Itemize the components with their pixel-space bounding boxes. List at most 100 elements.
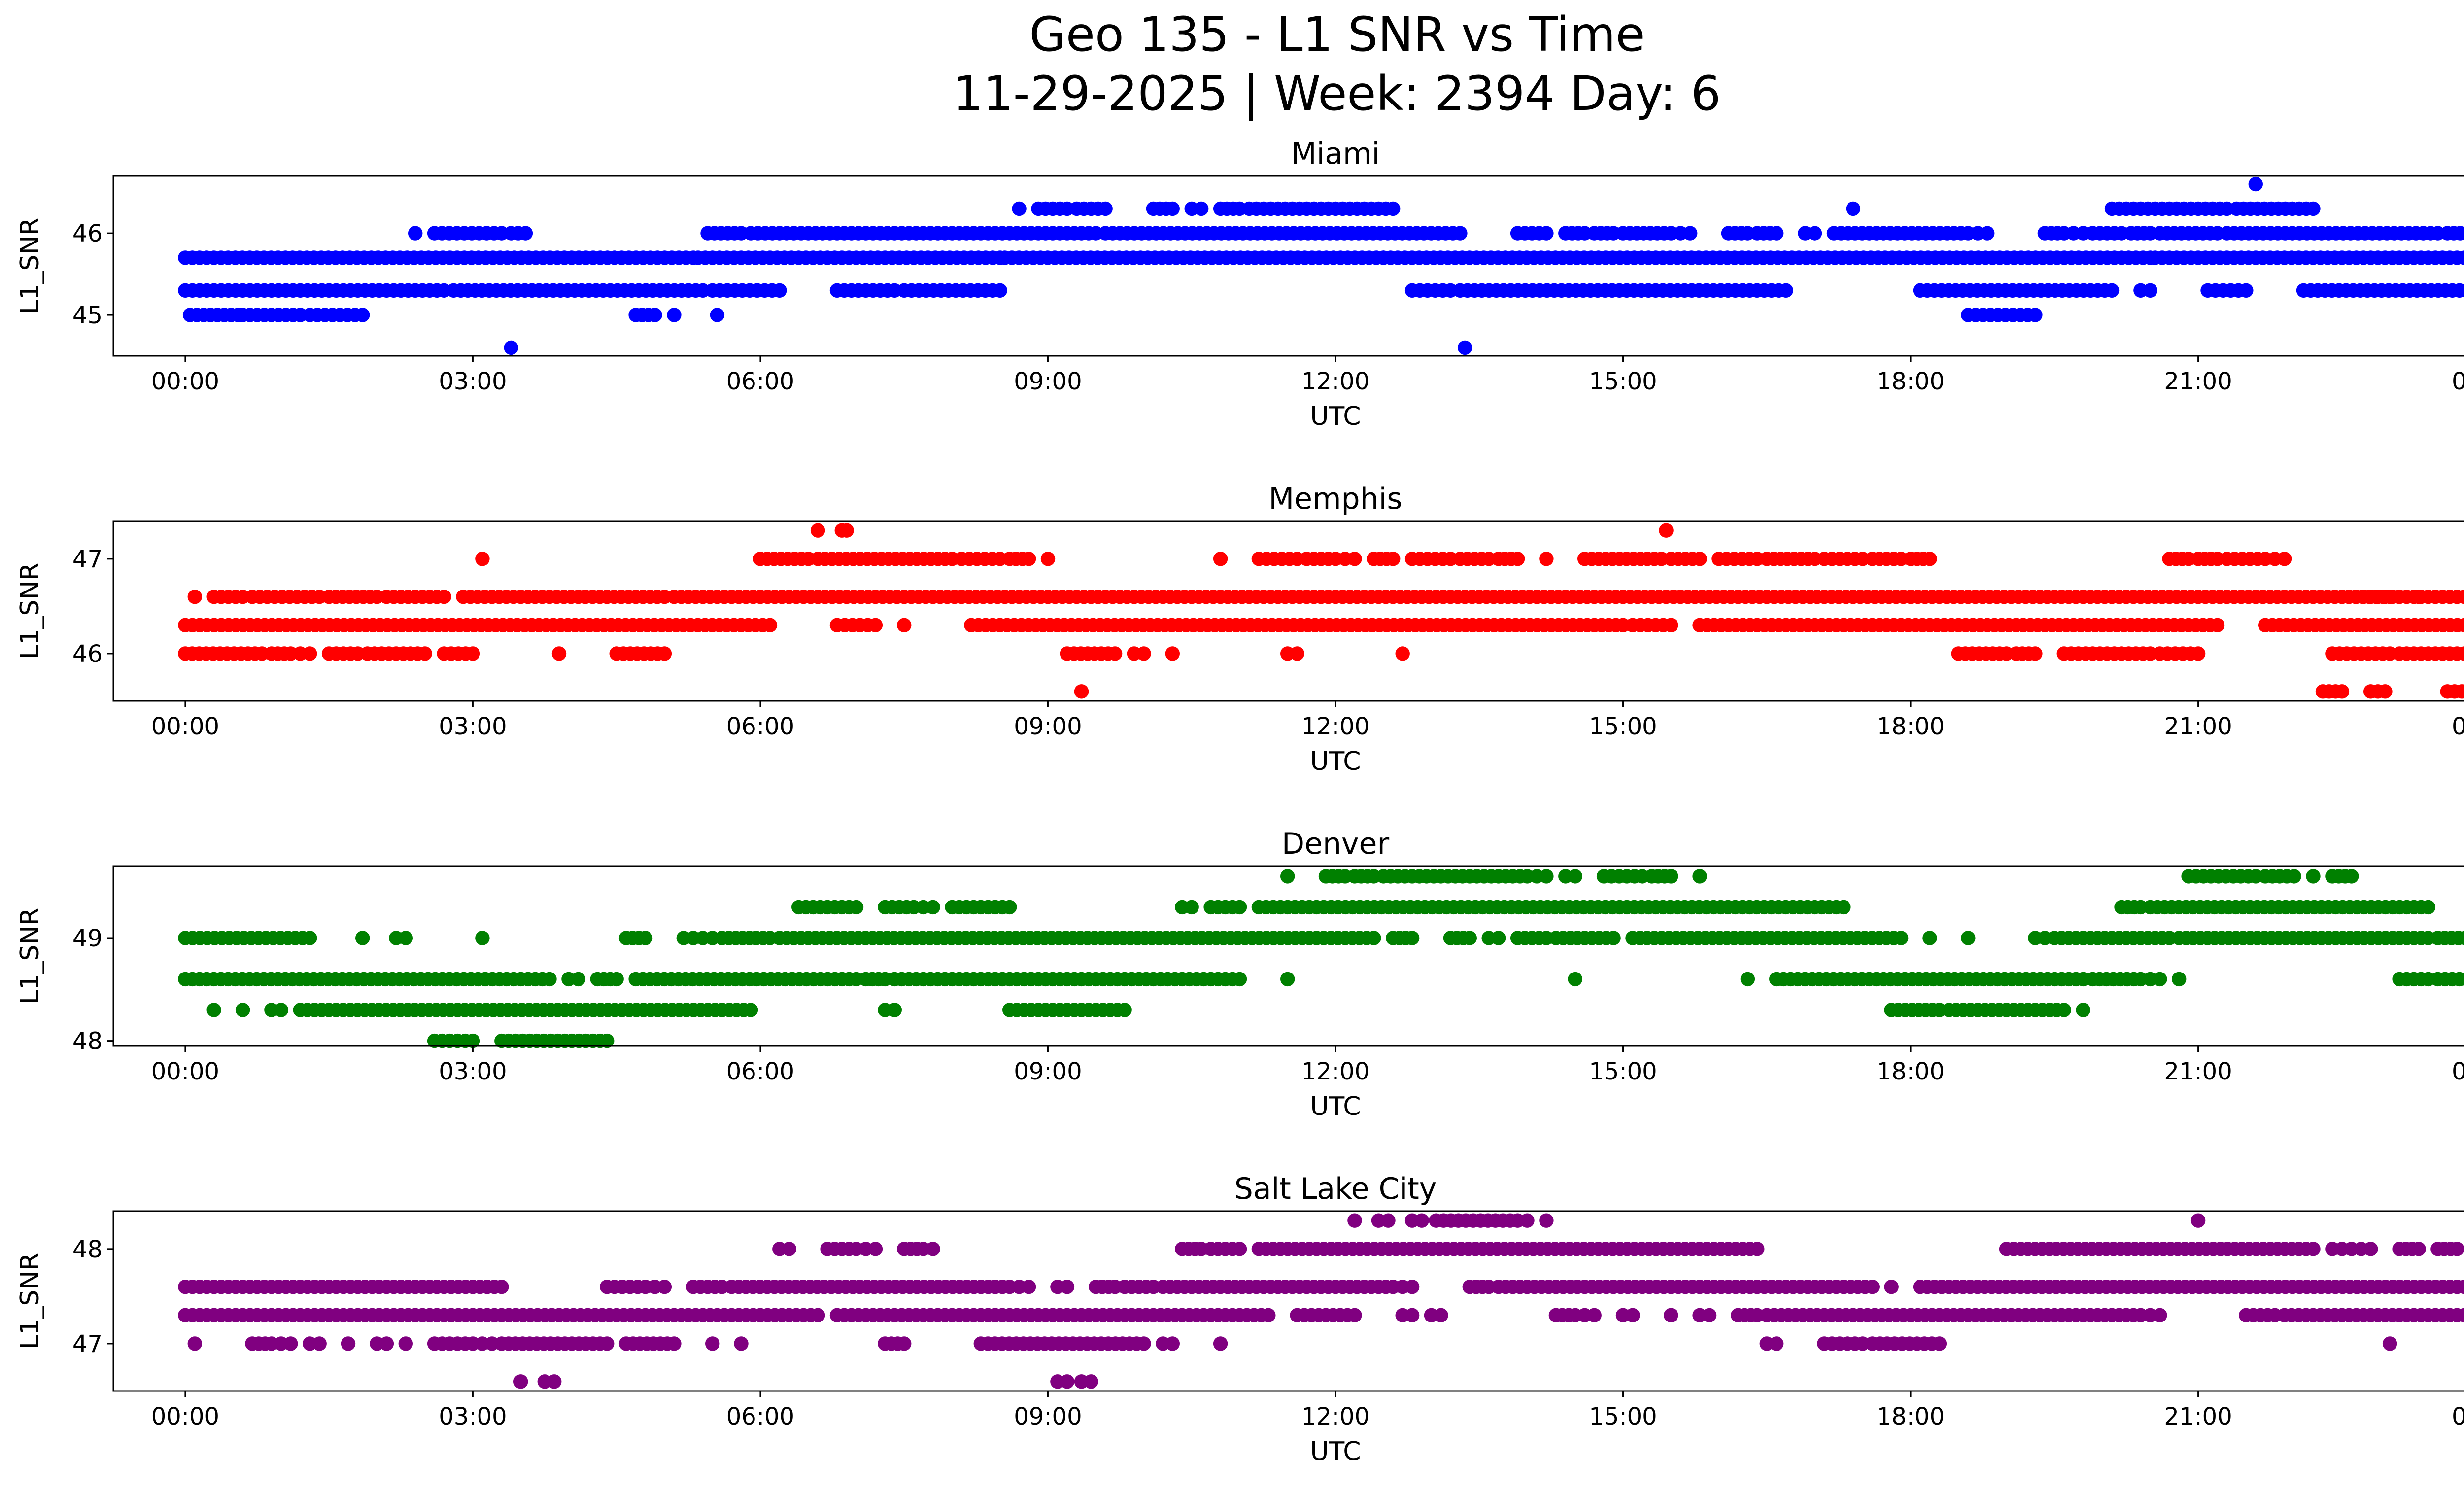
data-point — [657, 1280, 672, 1294]
data-point — [2334, 684, 2350, 699]
data-point — [1932, 1336, 1947, 1351]
data-point — [398, 931, 413, 945]
series-miami-46-3 — [1012, 201, 2321, 216]
data-point — [1683, 226, 1698, 241]
panel-title-miami: Miami — [1291, 137, 1380, 171]
data-point — [2457, 590, 2464, 604]
x-tick-label: 12:00 — [1301, 1403, 1369, 1430]
data-point — [1213, 1336, 1228, 1351]
data-point — [1404, 1280, 1420, 1294]
data-point — [417, 646, 432, 661]
panel-memphis: Memphis 00:00 03:00 06:00 09:00 12:00 15:00 18:… — [15, 482, 2464, 776]
data-point — [1520, 1213, 1535, 1228]
data-point — [1347, 1308, 1362, 1322]
data-point — [810, 1308, 825, 1322]
data-point — [1280, 972, 1295, 987]
data-point — [2153, 1308, 2167, 1322]
data-point — [2459, 283, 2464, 298]
data-point — [1702, 1308, 1717, 1322]
x-tick-label: 15:00 — [1589, 1058, 1657, 1085]
data-points-miami — [178, 176, 2464, 355]
x-tick-label: 15:00 — [1589, 1403, 1657, 1430]
data-point — [2104, 283, 2120, 298]
panel-miami: Miami 00:00 03:00 06:00 09:00 12:00 15:00 18:00… — [15, 137, 2464, 431]
data-point — [1002, 900, 1017, 915]
x-tick-label: 18:00 — [1877, 368, 1945, 395]
data-point — [667, 1336, 682, 1351]
data-points-salt-lake-city — [178, 1213, 2464, 1389]
x-tick-label: 06:00 — [726, 1403, 794, 1430]
data-point — [1539, 552, 1554, 566]
x-tick-label: 00:00 — [151, 368, 219, 395]
data-point — [2392, 590, 2407, 604]
data-point — [1893, 931, 1909, 945]
x-axis-label-miami: UTC — [1310, 402, 1361, 431]
data-point — [475, 931, 490, 945]
data-point — [1491, 931, 1506, 945]
series-memphis-45-6 — [1074, 684, 2464, 699]
x-tick-label: 12:00 — [1301, 368, 1369, 395]
data-point — [1107, 646, 1123, 661]
data-point — [2457, 618, 2464, 632]
data-point — [1117, 1003, 1132, 1017]
data-point — [1664, 869, 1678, 884]
data-point — [772, 283, 787, 298]
series-memphis-46-0 — [178, 646, 2464, 661]
x-tick-label: 00:00 — [151, 1403, 219, 1430]
series-denver-48-0 — [427, 1033, 615, 1048]
data-point — [868, 618, 883, 633]
series-denver-49-3 — [791, 900, 2436, 915]
series-memphis-47-0 — [475, 552, 2292, 566]
y-tick-label: 47 — [72, 1330, 103, 1358]
y-tick-label: 47 — [72, 546, 103, 573]
data-point — [638, 931, 653, 945]
series-salt-lake-city-48-3 — [1347, 1213, 2206, 1228]
data-points-denver — [178, 869, 2464, 1048]
data-point — [1659, 523, 1674, 538]
data-point — [1692, 552, 1707, 566]
x-tick-label: 18:00 — [1877, 1058, 1945, 1085]
data-point — [1664, 618, 1678, 633]
data-point — [705, 1336, 720, 1351]
x-tick-label: 09:00 — [1014, 1403, 1082, 1430]
data-point — [465, 1033, 480, 1048]
series-memphis-46-6 — [187, 590, 2464, 604]
data-point — [667, 308, 682, 322]
data-point — [1347, 552, 1362, 566]
data-point — [551, 646, 567, 661]
data-point — [1280, 869, 1295, 884]
data-point — [1165, 1336, 1180, 1351]
series-salt-lake-city-47-3 — [178, 1308, 2464, 1322]
data-point — [2454, 684, 2464, 699]
data-point — [1539, 226, 1554, 241]
data-point — [1606, 931, 1621, 945]
data-point — [2450, 1242, 2464, 1256]
data-point — [1980, 226, 1995, 241]
data-point — [657, 646, 672, 661]
series-miami-46-0 — [408, 226, 2464, 241]
data-point — [2363, 1242, 2378, 1256]
data-point — [992, 283, 1007, 298]
data-point — [2457, 646, 2464, 661]
data-point — [2056, 1003, 2071, 1017]
data-point — [1769, 1336, 1784, 1351]
data-points-memphis — [178, 523, 2464, 699]
data-point — [2143, 283, 2157, 298]
data-point — [2411, 590, 2426, 604]
data-point — [2277, 552, 2292, 566]
data-point — [1261, 1308, 1276, 1322]
data-point — [312, 1336, 327, 1351]
x-tick-label: 21:00 — [2164, 1058, 2232, 1085]
data-point — [1136, 1336, 1151, 1351]
data-point — [494, 1280, 509, 1294]
data-point — [2344, 869, 2359, 884]
x-tick-label: 03:00 — [439, 713, 507, 740]
data-point — [1136, 646, 1151, 661]
data-point — [283, 1336, 298, 1351]
data-point — [2306, 201, 2321, 216]
data-point — [518, 226, 533, 241]
data-point — [1395, 646, 1410, 661]
data-point — [2306, 869, 2321, 884]
data-point — [887, 1003, 902, 1017]
data-point — [2459, 972, 2464, 986]
